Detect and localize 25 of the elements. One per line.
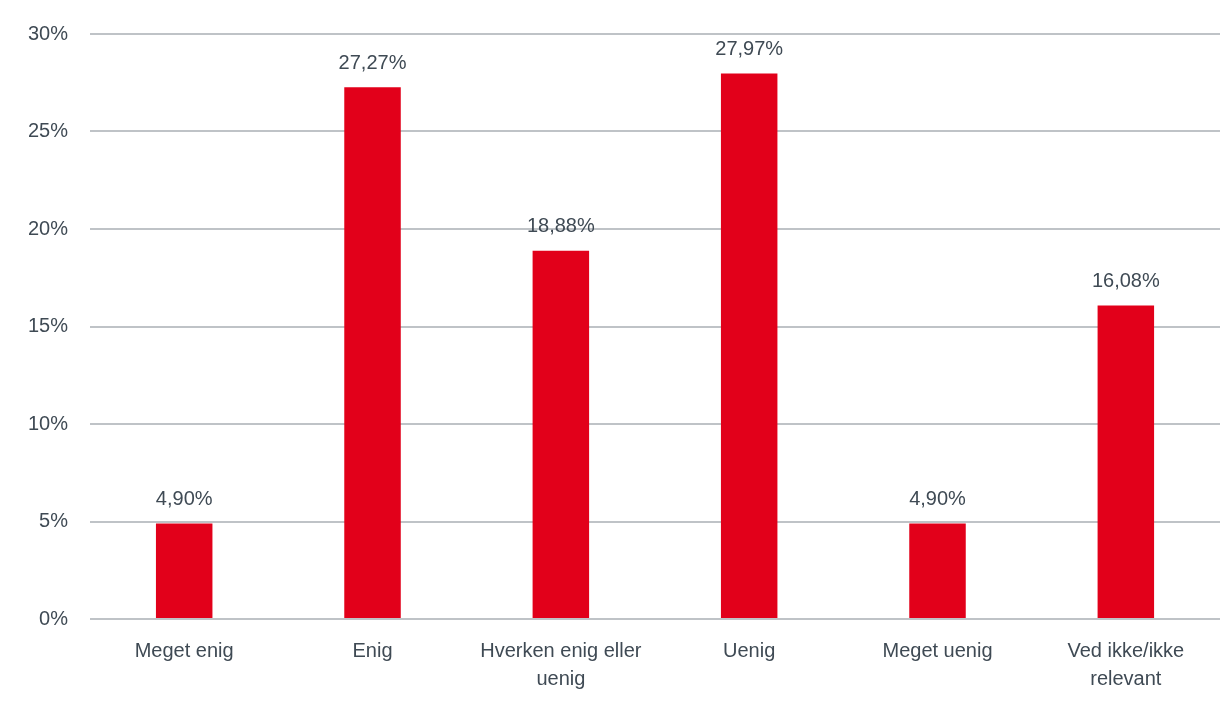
data-label: 18,88% (526, 214, 595, 237)
y-tick-label: 10% (28, 411, 69, 434)
y-tick-label: 20% (28, 216, 69, 239)
y-tick-label: 30% (28, 21, 69, 44)
y-tick-label: 5% (39, 509, 69, 532)
y-tick-label: 25% (28, 119, 69, 142)
x-tick-label: Enig (352, 638, 393, 661)
x-tick-label: Ved ikke/ikke relevant (1067, 638, 1185, 689)
x-tick-label: Uenig (723, 638, 776, 661)
x-tick-label: Hverken enig eller uenig (480, 638, 642, 689)
data-label: 4,90% (909, 486, 967, 509)
bar (720, 73, 778, 618)
bar (1097, 305, 1155, 618)
bar (155, 523, 213, 618)
data-label: 27,97% (715, 37, 784, 60)
x-tick-label: Meget enig (134, 638, 234, 661)
data-label: 27,27% (338, 50, 407, 73)
data-label: 4,90% (155, 486, 213, 509)
bar (909, 523, 966, 618)
y-tick-label: 15% (28, 314, 69, 337)
y-tick-label: 0% (39, 606, 69, 629)
bar (532, 250, 590, 618)
data-label: 16,08% (1091, 268, 1160, 291)
x-tick-label: Meget uenig (882, 638, 993, 661)
bar (344, 87, 401, 618)
